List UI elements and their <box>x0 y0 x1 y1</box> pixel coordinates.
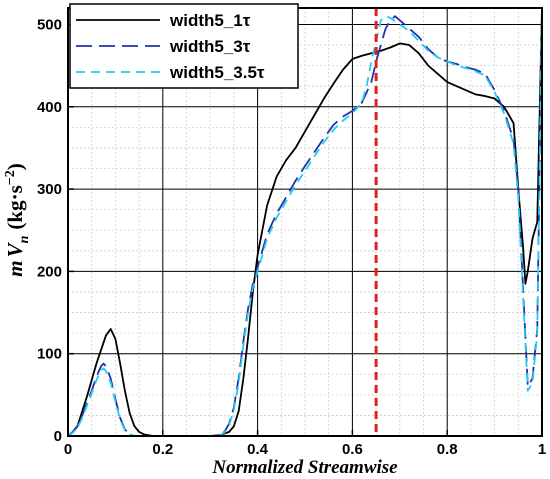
series-line-2 <box>67 7 543 437</box>
x-tick-label: 0.6 <box>342 441 363 458</box>
x-tick-label: 0 <box>64 441 72 458</box>
x-tick-label: 0.2 <box>152 441 173 458</box>
y-tick-label: 0 <box>54 428 62 445</box>
x-axis-label: Normalized Streamwise <box>211 457 398 478</box>
y-label-unit: (kg·s <box>3 185 27 229</box>
y-tick-label: 400 <box>37 99 62 116</box>
legend: width5_1τ width5_3τ width5_3.5τ <box>69 3 299 89</box>
y-label-unit-close: ) <box>3 163 27 170</box>
legend-label: width5_1τ <box>169 11 251 30</box>
axis-ticks: 0 0.2 0.4 0.6 0.8 1 0 100 200 300 400 500 <box>37 16 546 458</box>
series-layer <box>67 7 543 437</box>
y-tick-label: 100 <box>37 346 62 363</box>
x-tick-label: 0.8 <box>437 441 458 458</box>
y-tick-label: 500 <box>37 16 62 33</box>
series-line-3 <box>67 7 543 437</box>
legend-label: width5_3.5τ <box>169 63 265 82</box>
y-axis-label: mVn (kg·s−2) <box>3 163 32 277</box>
y-tick-label: 200 <box>37 263 62 280</box>
y-tick-label: 300 <box>37 181 62 198</box>
y-label-v: V <box>3 241 27 257</box>
legend-label: width5_3τ <box>169 37 251 56</box>
plot-frame <box>67 7 543 437</box>
legend-items: width5_1τ width5_3τ width5_3.5τ <box>76 11 265 82</box>
series-line-1 <box>67 7 543 437</box>
x-tick-label: 0.4 <box>247 441 269 458</box>
x-tick-label: 1 <box>538 441 546 458</box>
y-label-m: m <box>3 260 27 276</box>
y-label-unit-exponent: −2 <box>3 170 18 185</box>
y-label-subscript: n <box>17 235 32 243</box>
